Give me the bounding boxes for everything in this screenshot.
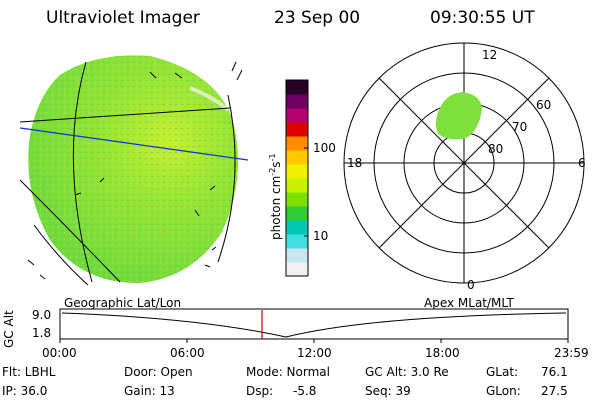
lat-label-80: 80: [488, 142, 504, 156]
timeline-y-bottom: 1.8: [32, 326, 52, 340]
status-glat-value: 76.1: [541, 365, 568, 379]
status-dsp-value: -5.8: [293, 384, 317, 398]
colorbar-segment: [286, 122, 308, 137]
colorbar-segment: [286, 80, 308, 95]
colorbar-segment: [286, 206, 308, 221]
status-glon-label: GLon:: [486, 384, 521, 398]
timeline-right-label: Apex MLat/MLT: [424, 296, 514, 310]
status-mode: Mode: Normal: [246, 365, 330, 379]
lat-label-70: 70: [512, 120, 528, 134]
timeline-y-top: 9.0: [32, 308, 52, 322]
status-gc-alt: GC Alt: 3.0 Re: [365, 365, 449, 379]
status-glat-label: GLat:: [486, 365, 519, 379]
status-glon-value: 27.5: [541, 384, 568, 398]
colorbar-tick-100: 100: [313, 141, 336, 155]
status-seq: Seq: 39: [365, 384, 411, 398]
colorbar-segment: [286, 94, 308, 109]
time-label: 09:30:55 UT: [430, 8, 535, 28]
x-tick-2359: 23:59: [554, 346, 589, 360]
status-dsp-label: Dsp:: [246, 384, 274, 398]
colorbar-segment: [286, 108, 308, 123]
status-filter: Flt: LBHL: [2, 365, 56, 379]
x-tick-0000: 00:00: [42, 346, 77, 360]
altitude-curve: [61, 312, 567, 338]
colorbar-segment: [286, 220, 308, 235]
x-tick-1800: 18:00: [425, 346, 460, 360]
mlt-label-6: 6: [578, 156, 586, 170]
colorbar-segment: [286, 178, 308, 193]
colorbar-segment: [286, 150, 308, 165]
colorbar-segment: [286, 192, 308, 207]
status-ip: IP: 36.0: [2, 384, 48, 398]
x-tick-1200: 12:00: [297, 346, 332, 360]
blue-track-line: [19, 127, 249, 161]
x-tick-0600: 06:00: [170, 346, 205, 360]
colorbar-segment: [286, 136, 308, 151]
status-gain: Gain: 13: [124, 384, 175, 398]
timeline-left-label: Geographic Lat/Lon: [64, 296, 182, 310]
mlt-label-12: 12: [482, 48, 498, 62]
mlt-label-0: 0: [467, 278, 475, 292]
colorbar-segment: [286, 248, 308, 263]
colorbar-segment: [286, 164, 308, 179]
coastline-fragments: [27, 61, 243, 280]
status-door: Door: Open: [124, 365, 193, 379]
date-label: 23 Sep 00: [274, 8, 361, 28]
colorbar-segment: [286, 234, 308, 249]
colorbar-tick-10: 10: [313, 229, 329, 243]
auroral-patch: [435, 92, 482, 140]
geo-grid-lines: [19, 61, 236, 286]
lat-label-60: 60: [536, 98, 552, 112]
mlt-label-18: 18: [347, 156, 363, 170]
instrument-title: Ultraviolet Imager: [46, 8, 200, 28]
colorbar-segment: [286, 262, 308, 277]
